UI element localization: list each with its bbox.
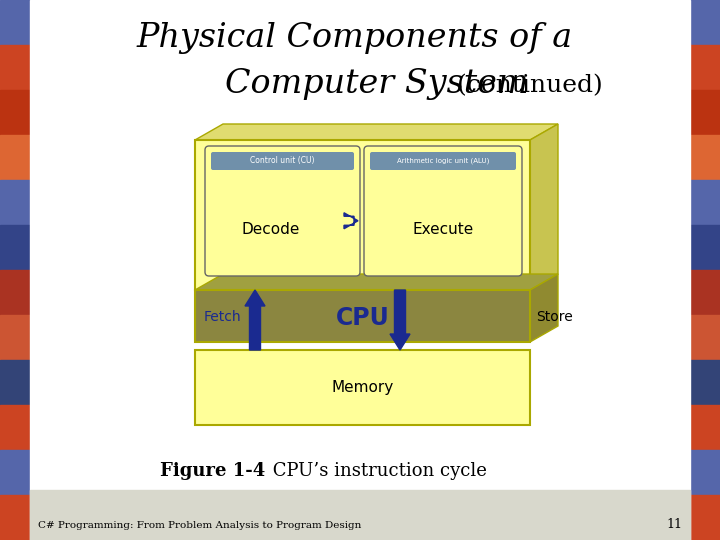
Bar [690, 450, 720, 496]
Bar [0, 90, 30, 136]
Bar [690, 405, 720, 451]
Polygon shape [195, 124, 558, 140]
Text: Execute: Execute [413, 222, 474, 237]
Text: 11: 11 [666, 518, 682, 531]
FancyBboxPatch shape [364, 146, 522, 276]
Polygon shape [195, 274, 558, 290]
Text: Decode: Decode [241, 222, 300, 237]
Text: C# Programming: From Problem Analysis to Program Design: C# Programming: From Problem Analysis to… [38, 521, 361, 530]
Bar [0, 180, 30, 226]
Text: Control unit (CU): Control unit (CU) [251, 157, 315, 165]
Bar [195, 140, 530, 290]
FancyArrow shape [245, 290, 265, 350]
Bar [690, 315, 720, 361]
Bar [690, 270, 720, 316]
FancyArrow shape [390, 290, 410, 350]
Bar [0, 360, 30, 406]
Bar [690, 225, 720, 271]
Bar [690, 135, 720, 181]
Text: Physical Components of a: Physical Components of a [137, 22, 573, 54]
Text: CPU: CPU [336, 306, 390, 330]
Text: Computer System: Computer System [225, 68, 528, 100]
Bar [0, 450, 30, 496]
FancyBboxPatch shape [205, 146, 360, 276]
Text: Arithmetic logic unit (ALU): Arithmetic logic unit (ALU) [397, 158, 489, 164]
Text: CPU’s instruction cycle: CPU’s instruction cycle [267, 462, 487, 480]
Text: Fetch: Fetch [203, 310, 241, 324]
Polygon shape [530, 274, 558, 342]
Bar [30, 490, 690, 540]
Bar [690, 495, 720, 540]
Polygon shape [530, 124, 558, 290]
Bar [690, 360, 720, 406]
Bar [195, 350, 530, 425]
Bar [0, 315, 30, 361]
Text: Store: Store [536, 310, 572, 324]
FancyBboxPatch shape [370, 152, 516, 170]
Bar [195, 290, 530, 342]
Bar [0, 270, 30, 316]
Bar [690, 45, 720, 91]
Bar [0, 135, 30, 181]
Bar [690, 0, 720, 46]
Text: Memory: Memory [331, 380, 394, 395]
Bar [0, 495, 30, 540]
Bar [0, 405, 30, 451]
Bar [0, 45, 30, 91]
Bar [0, 0, 30, 46]
Text: (continued): (continued) [457, 74, 603, 97]
FancyArrow shape [344, 213, 358, 229]
Bar [0, 225, 30, 271]
Bar [690, 90, 720, 136]
Text: Figure 1-4: Figure 1-4 [160, 462, 265, 480]
FancyBboxPatch shape [211, 152, 354, 170]
Bar [690, 180, 720, 226]
